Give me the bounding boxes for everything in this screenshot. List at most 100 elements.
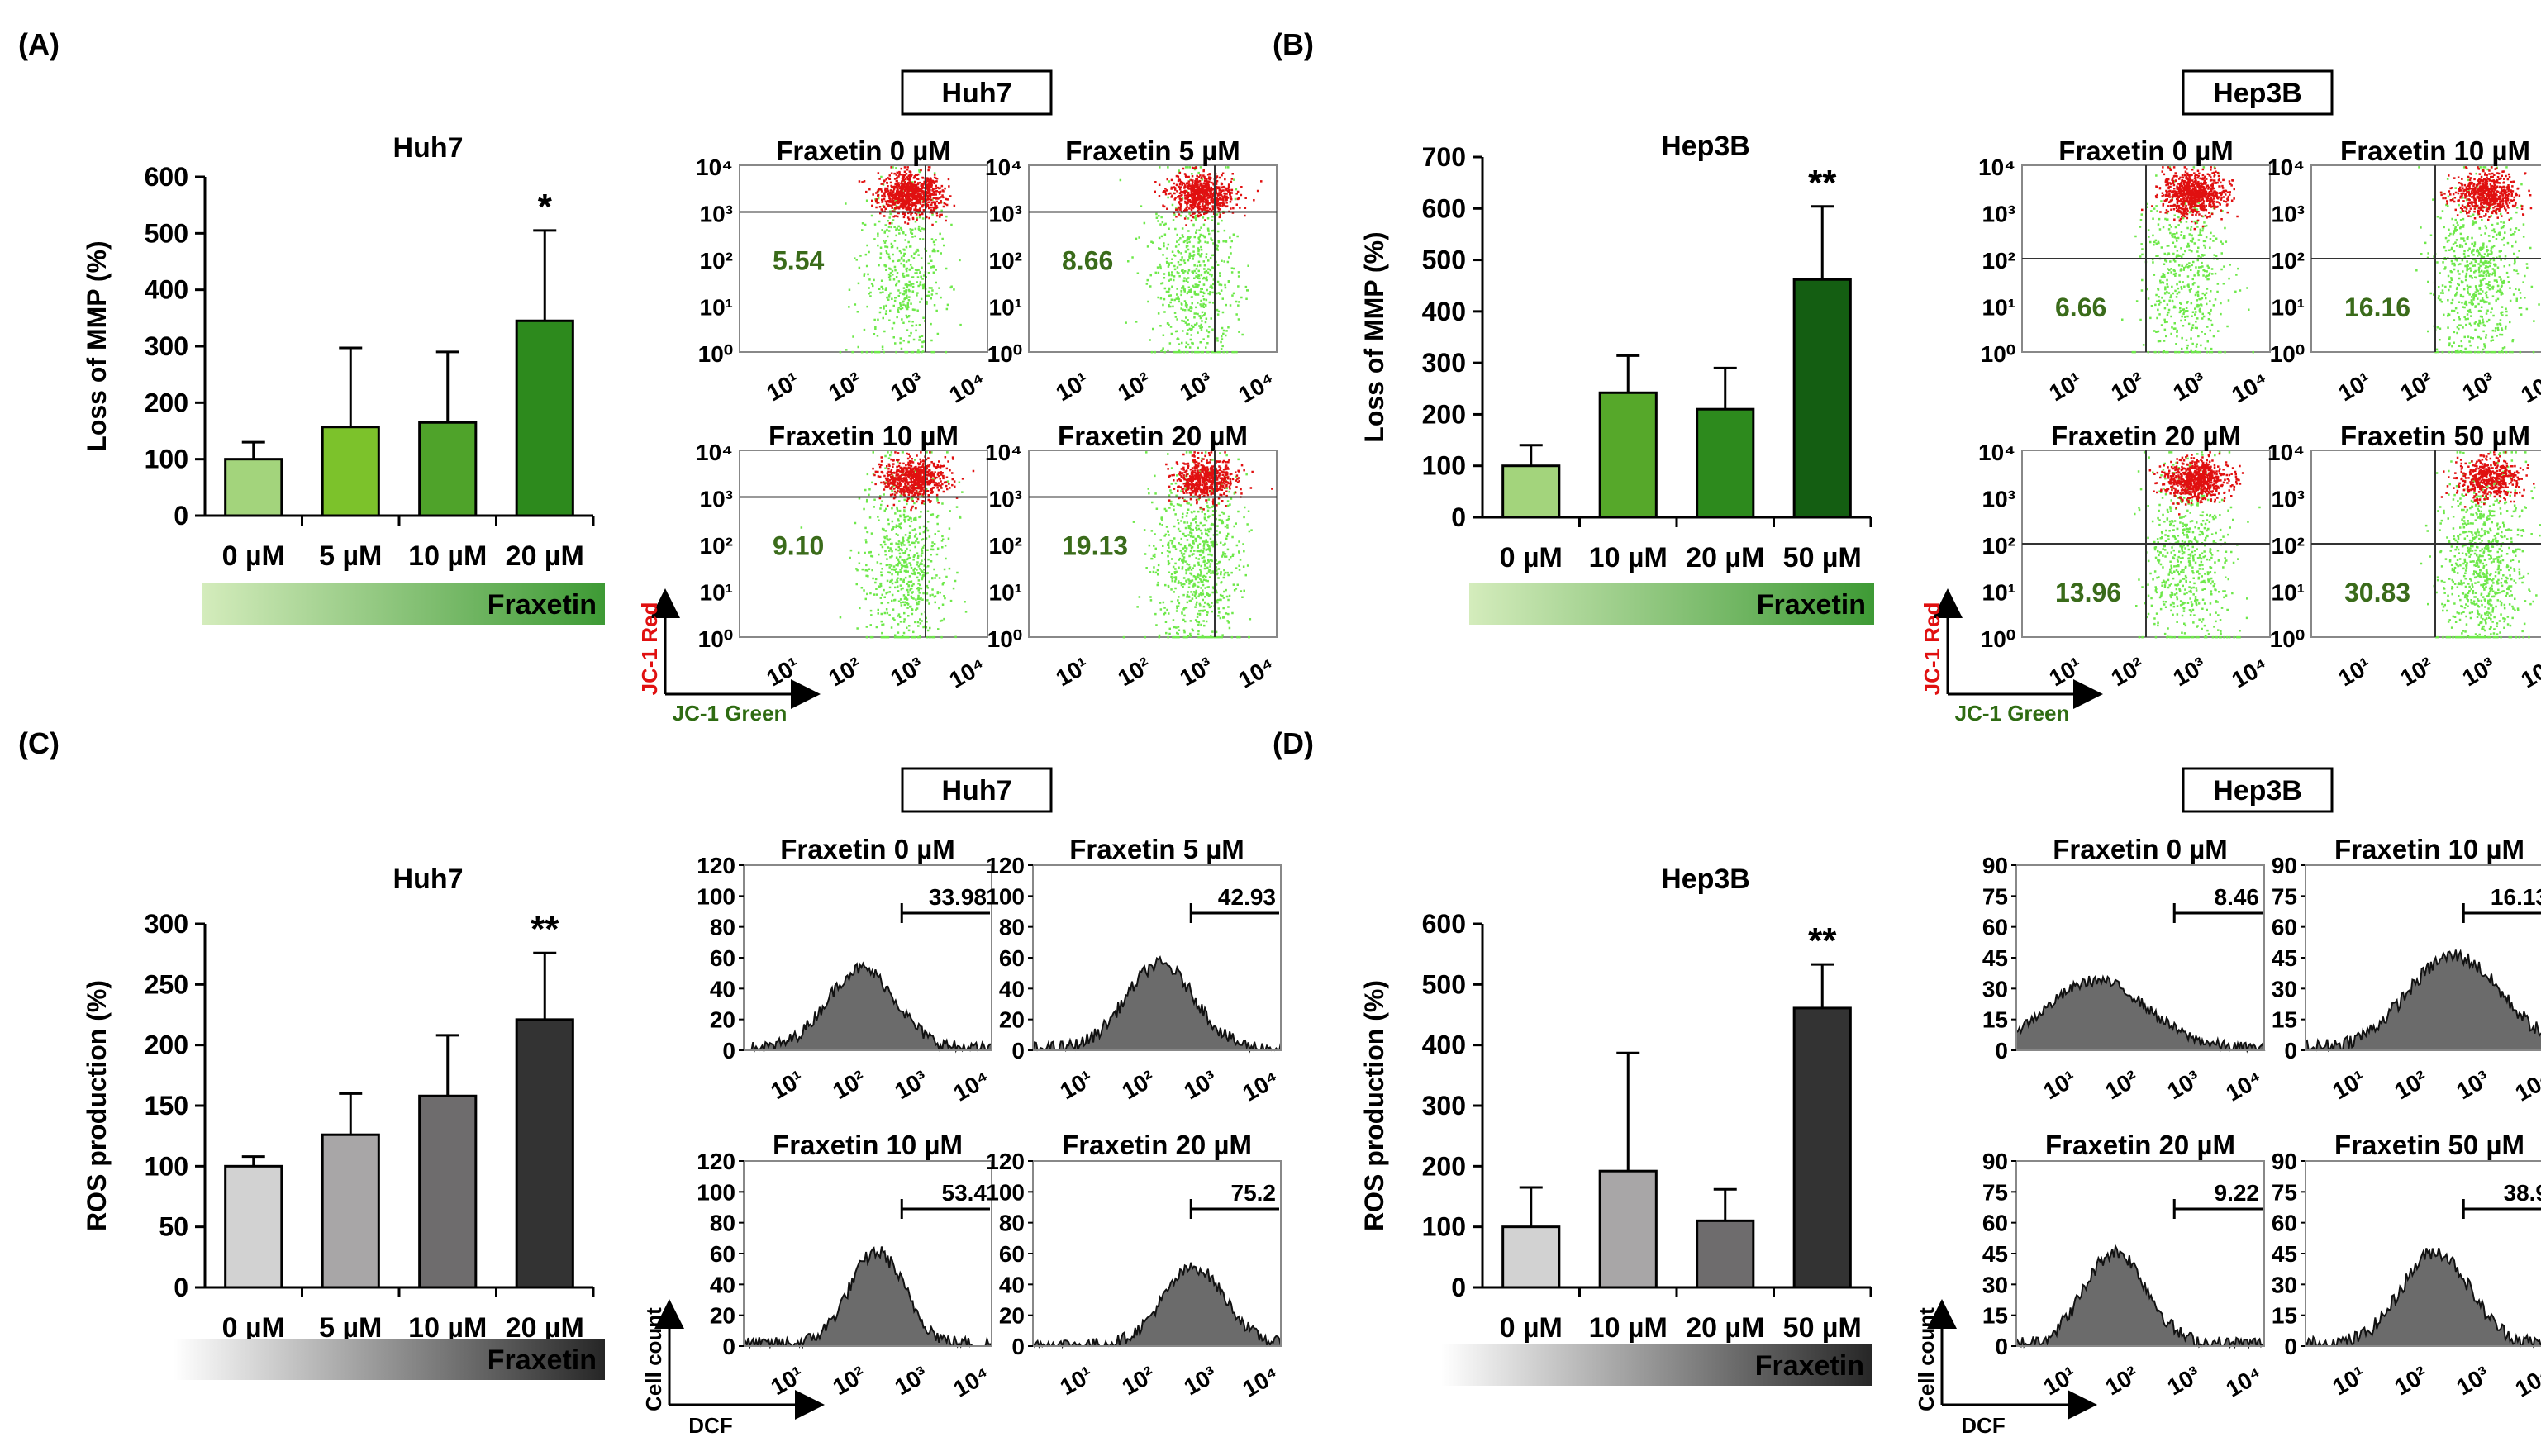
scatter-y-tick-label: 10⁴ <box>1978 155 2015 180</box>
quadrant-percentage: 19.13 <box>1062 531 1128 561</box>
quadrant-percentage: 30.83 <box>2344 578 2410 607</box>
red-events <box>2440 451 2535 508</box>
y-tick-label: 600 <box>1422 193 1466 223</box>
scatter-y-tick-label: 10² <box>700 533 733 559</box>
green-events <box>1122 451 1253 639</box>
scatter-y-tick-label: 10⁰ <box>698 626 733 652</box>
histogram-y-tick-label: 100 <box>697 1179 735 1205</box>
histogram-x-tick-label: 10² <box>2390 1361 2432 1400</box>
y-tick-label: 500 <box>1422 245 1466 275</box>
dose-gradient-bar <box>174 1339 605 1380</box>
histogram-y-tick-label: 30 <box>1982 976 2008 1002</box>
histogram-title: Fraxetin 20 µM <box>1062 1130 1252 1160</box>
histogram-y-tick-label: 60 <box>999 1241 1025 1267</box>
histogram-y-tick-label: 20 <box>999 1007 1025 1033</box>
x-tick-label: 0 µM <box>222 1312 285 1344</box>
histogram-y-tick-label: 40 <box>999 976 1025 1002</box>
y-tick-label: 0 <box>1451 1273 1466 1302</box>
scatter-title: Fraxetin 0 µM <box>776 136 951 166</box>
histogram-y-tick-label: 75 <box>2272 1179 2297 1205</box>
histogram-area <box>2305 949 2541 1053</box>
cell-count-label: Cell count <box>1914 1307 1939 1411</box>
scatter-y-tick-label: 10¹ <box>2272 295 2305 321</box>
dose-gradient-bar <box>202 583 605 625</box>
scatter-y-tick-label: 10³ <box>989 202 1022 227</box>
bar <box>1501 1225 1561 1289</box>
flow-scatter-group-a: Huh7 Fraxetin 0 µM 5.54 10⁴ 10³ 10² 10¹ 10⁰ 10¹ 1… <box>637 69 1279 726</box>
histogram-y-tick-label: 15 <box>2272 1303 2297 1329</box>
quadrant-percentage: 16.16 <box>2344 293 2410 322</box>
scatter-y-tick-label: 10¹ <box>1982 295 2015 321</box>
scatter-x-tick-label: 10¹ <box>762 367 804 406</box>
scatter-y-tick-label: 10⁴ <box>985 440 1022 465</box>
scatter-y-tick-label: 10³ <box>2272 487 2305 512</box>
scatter-y-tick-label: 10¹ <box>989 295 1022 321</box>
y-tick-label: 300 <box>145 331 188 361</box>
x-tick-label: 10 µM <box>408 1312 487 1344</box>
histogram-y-tick-label: 45 <box>2272 1241 2297 1267</box>
scatter-x-tick-label: 10¹ <box>2334 652 2376 691</box>
x-tick-label: 50 µM <box>1783 1312 1862 1344</box>
histogram-y-tick-label: 60 <box>1982 1211 2008 1236</box>
histogram-y-tick-label: 75 <box>1982 883 2008 909</box>
bar-chart-a: Huh7 0 100 200 300 400 500 600 Loss of MMP (%) 0 … <box>82 132 605 625</box>
gate-percentage: 53.4 <box>942 1180 987 1206</box>
histogram-y-tick-label: 0 <box>2284 1334 2297 1359</box>
histogram-x-tick-label: 10¹ <box>2328 1065 2370 1104</box>
histogram-area <box>2015 1243 2265 1349</box>
scatter-y-tick-label: 10² <box>989 533 1022 559</box>
histogram-y-tick-label: 60 <box>2272 1211 2297 1236</box>
histogram-y-tick-label: 80 <box>710 915 735 940</box>
scatter-x-tick-label: 10⁴ <box>945 367 990 407</box>
scatter-x-tick-label: 10¹ <box>1051 652 1093 691</box>
x-tick-label: 5 µM <box>319 540 382 572</box>
red-events <box>2439 166 2533 221</box>
chart-title: Huh7 <box>393 864 464 895</box>
gate-percentage: 16.13 <box>2491 884 2541 910</box>
x-tick-label: 20 µM <box>1686 542 1764 573</box>
y-tick-label: 50 <box>159 1212 188 1242</box>
scatter-y-tick-label: 10⁴ <box>2267 440 2305 465</box>
jc1-red-label: JC-1 Red <box>637 602 662 696</box>
scatter-x-tick-label: 10⁴ <box>2228 367 2272 407</box>
histogram-y-tick-label: 60 <box>999 945 1025 971</box>
y-tick-label: 250 <box>145 969 188 999</box>
gradient-label: Fraxetin <box>488 589 597 621</box>
scatter-y-tick-label: 10⁴ <box>1978 440 2015 465</box>
histogram-x-tick-label: 10⁴ <box>949 1361 994 1401</box>
green-events <box>2134 451 2261 639</box>
histogram-x-tick-label: 10¹ <box>2039 1065 2081 1104</box>
scatter-x-tick-label: 10³ <box>1175 367 1217 406</box>
histogram-plot: Fraxetin 10 µM 53.4 0 20 40 60 80 100 120 10¹ 10² 1… <box>697 1130 994 1402</box>
bar-chart-d: Hep3B 0 100 200 300 400 500 600 ROS production (… <box>1359 864 1872 1386</box>
histogram-plot: Fraxetin 0 µM 8.46 0 15 30 45 60 75 90 10¹ 10² 10³ 1… <box>1982 834 2267 1106</box>
histogram-y-tick-label: 60 <box>1982 915 2008 940</box>
scatter-y-tick-label: 10² <box>1982 248 2015 274</box>
scatter-y-tick-label: 10⁰ <box>987 626 1022 652</box>
histogram-title: Fraxetin 10 µM <box>773 1130 963 1160</box>
bar <box>1598 1169 1658 1289</box>
histogram-title: Fraxetin 50 µM <box>2334 1130 2524 1160</box>
scatter-title: Fraxetin 5 µM <box>1065 136 1240 166</box>
y-tick-label: 300 <box>145 909 188 939</box>
histogram-x-tick-label: 10⁴ <box>949 1065 994 1106</box>
scatter-y-tick-label: 10³ <box>1982 487 2015 512</box>
y-tick-label: 150 <box>145 1091 188 1121</box>
scatter-y-tick-label: 10² <box>989 248 1022 274</box>
histogram-x-tick-label: 10³ <box>1179 1065 1221 1104</box>
histogram-x-tick-label: 10¹ <box>2039 1361 2081 1400</box>
scatter-y-tick-label: 10¹ <box>700 580 733 606</box>
scatter-x-tick-label: 10² <box>1113 652 1155 691</box>
histogram-x-tick-label: 10² <box>828 1065 870 1104</box>
scatter-y-tick-label: 10² <box>1982 533 2015 559</box>
histogram-title: Fraxetin 5 µM <box>1069 834 1244 864</box>
scatter-frame <box>1028 164 1278 353</box>
bar <box>321 1133 380 1289</box>
histogram-title: Fraxetin 10 µM <box>2334 834 2524 864</box>
bar <box>321 426 380 517</box>
dose-gradient-bar <box>1441 1344 1872 1386</box>
y-tick-label: 700 <box>1422 142 1466 172</box>
histogram-title: Fraxetin 0 µM <box>2053 834 2228 864</box>
bar-chart-b: Hep3B 0 100 200 300 400 500 600 700 Loss of MMP (… <box>1359 131 1874 625</box>
histogram-y-tick-label: 0 <box>1011 1038 1025 1063</box>
